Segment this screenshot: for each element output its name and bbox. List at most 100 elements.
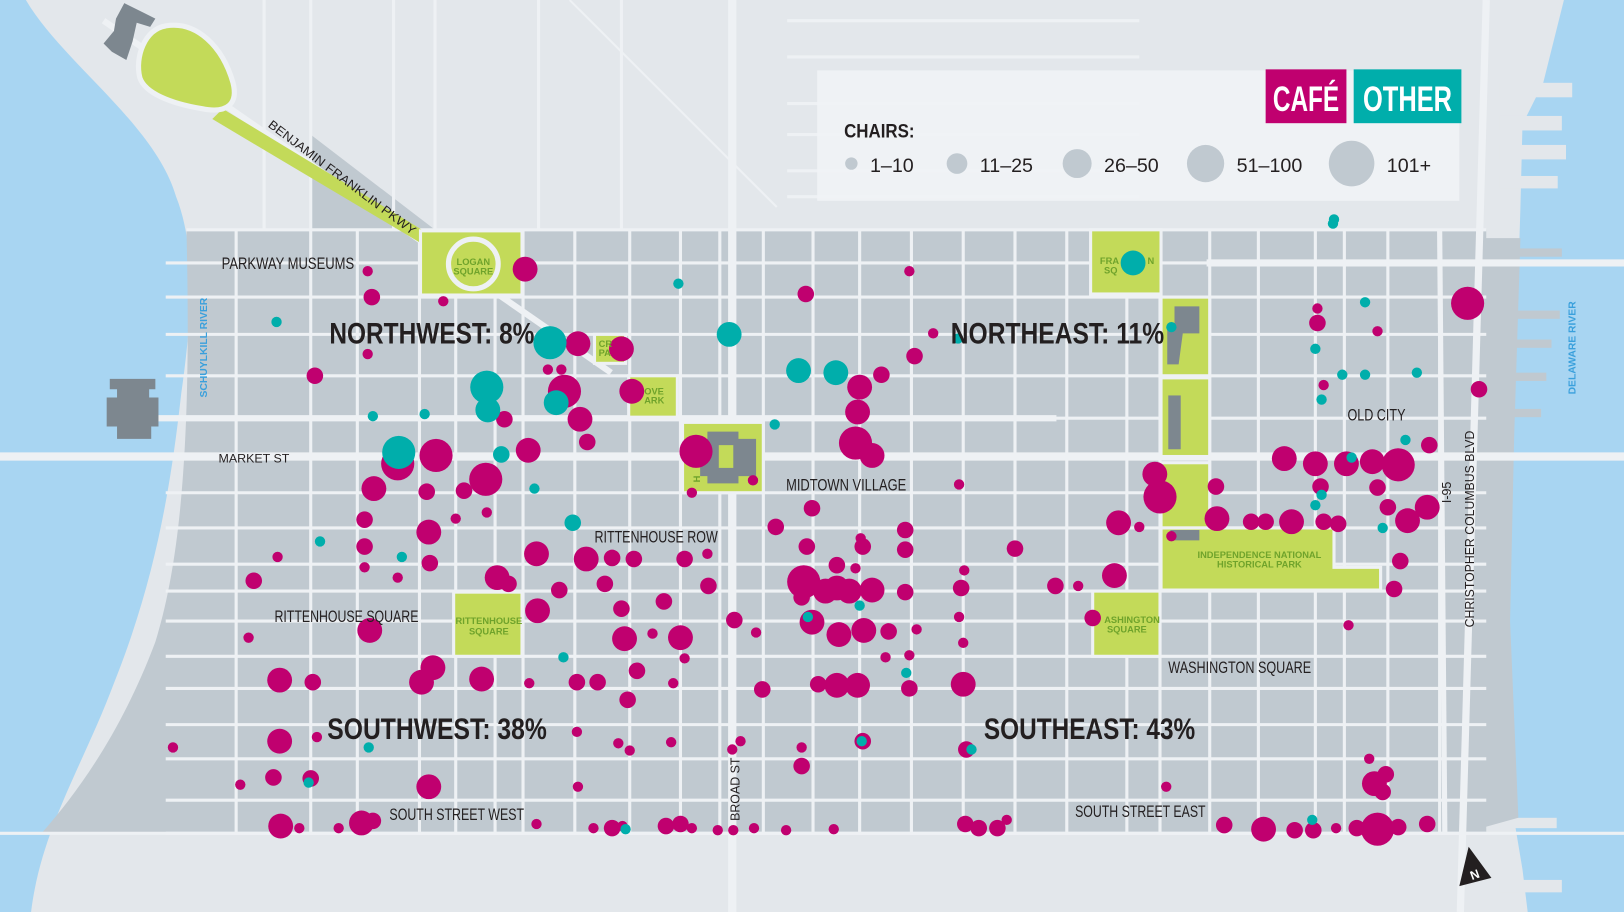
- cafe-marker[interactable]: [1379, 498, 1397, 516]
- cafe-marker[interactable]: [873, 366, 890, 384]
- cafe-marker[interactable]: [625, 550, 643, 568]
- cafe-marker[interactable]: [959, 565, 970, 576]
- cafe-marker[interactable]: [481, 507, 492, 518]
- cafe-marker[interactable]: [970, 819, 988, 837]
- cafe-marker[interactable]: [1381, 448, 1415, 482]
- cafe-marker[interactable]: [1142, 461, 1168, 487]
- cafe-marker[interactable]: [1309, 314, 1326, 332]
- cafe-marker[interactable]: [363, 288, 381, 306]
- other-marker[interactable]: [1316, 489, 1327, 500]
- cafe-marker[interactable]: [496, 410, 513, 428]
- cafe-marker[interactable]: [952, 579, 970, 597]
- cafe-marker[interactable]: [1364, 753, 1375, 764]
- cafe-marker[interactable]: [525, 598, 550, 624]
- other-marker[interactable]: [529, 483, 540, 494]
- cafe-marker[interactable]: [613, 600, 630, 617]
- cafe-marker[interactable]: [655, 593, 673, 610]
- cafe-marker[interactable]: [668, 678, 679, 689]
- cafe-marker[interactable]: [1389, 818, 1407, 836]
- cafe-marker[interactable]: [524, 541, 549, 567]
- cafe-marker[interactable]: [904, 650, 915, 661]
- other-marker[interactable]: [314, 536, 326, 547]
- cafe-marker[interactable]: [624, 745, 635, 756]
- other-marker[interactable]: [620, 824, 631, 835]
- other-marker[interactable]: [901, 667, 912, 679]
- cafe-marker[interactable]: [267, 667, 293, 693]
- cafe-marker[interactable]: [896, 541, 914, 558]
- other-marker[interactable]: [1310, 499, 1321, 511]
- cafe-marker[interactable]: [628, 662, 646, 680]
- cafe-marker[interactable]: [596, 575, 614, 593]
- cafe-marker[interactable]: [780, 825, 792, 836]
- cafe-marker[interactable]: [728, 825, 739, 836]
- cafe-marker[interactable]: [686, 487, 698, 498]
- cafe-marker[interactable]: [619, 691, 636, 709]
- cafe-marker[interactable]: [797, 285, 815, 303]
- cafe-marker[interactable]: [311, 731, 323, 743]
- cafe-marker[interactable]: [1414, 494, 1440, 520]
- cafe-marker[interactable]: [416, 774, 442, 800]
- cafe-marker[interactable]: [243, 632, 254, 643]
- cafe-marker[interactable]: [333, 822, 344, 834]
- cafe-marker[interactable]: [619, 378, 645, 404]
- cafe-marker[interactable]: [735, 736, 746, 747]
- cafe-marker[interactable]: [245, 572, 263, 590]
- cafe-marker[interactable]: [578, 433, 596, 451]
- cafe-marker[interactable]: [845, 399, 870, 425]
- other-marker[interactable]: [786, 358, 811, 384]
- cafe-marker[interactable]: [356, 538, 373, 555]
- other-marker[interactable]: [1120, 250, 1146, 276]
- other-marker[interactable]: [475, 397, 501, 423]
- other-marker[interactable]: [823, 360, 849, 386]
- cafe-marker[interactable]: [726, 611, 743, 629]
- cafe-marker[interactable]: [1329, 515, 1347, 533]
- cafe-marker[interactable]: [928, 328, 939, 339]
- cafe-marker[interactable]: [357, 618, 383, 643]
- cafe-marker[interactable]: [613, 738, 624, 749]
- cafe-marker[interactable]: [880, 623, 897, 640]
- other-marker[interactable]: [856, 736, 867, 747]
- cafe-marker[interactable]: [1451, 286, 1485, 320]
- cafe-marker[interactable]: [272, 551, 283, 563]
- cafe-marker[interactable]: [531, 818, 542, 830]
- cafe-marker[interactable]: [1377, 766, 1395, 783]
- cafe-marker[interactable]: [824, 672, 850, 698]
- other-marker[interactable]: [533, 326, 567, 360]
- other-marker[interactable]: [363, 742, 374, 753]
- cafe-marker[interactable]: [1318, 379, 1329, 391]
- cafe-marker[interactable]: [950, 671, 976, 697]
- cafe-marker[interactable]: [356, 511, 373, 528]
- cafe-marker[interactable]: [469, 666, 495, 692]
- cafe-marker[interactable]: [657, 817, 675, 835]
- cafe-marker[interactable]: [418, 483, 435, 500]
- cafe-marker[interactable]: [957, 815, 974, 833]
- cafe-marker[interactable]: [306, 367, 324, 385]
- cafe-marker[interactable]: [700, 577, 717, 595]
- other-marker[interactable]: [1337, 369, 1348, 380]
- cafe-marker[interactable]: [362, 348, 373, 360]
- cafe-marker[interactable]: [855, 533, 866, 544]
- cafe-marker[interactable]: [799, 609, 825, 635]
- cafe-marker[interactable]: [1315, 513, 1332, 531]
- cafe-marker[interactable]: [167, 742, 179, 753]
- other-marker[interactable]: [271, 316, 282, 328]
- cafe-marker[interactable]: [1286, 821, 1303, 839]
- cafe-marker[interactable]: [859, 443, 885, 468]
- cafe-marker[interactable]: [1343, 620, 1354, 631]
- other-marker[interactable]: [673, 278, 684, 289]
- cafe-marker[interactable]: [911, 624, 922, 635]
- cafe-marker[interactable]: [304, 673, 322, 691]
- cafe-marker[interactable]: [953, 479, 965, 490]
- cafe-marker[interactable]: [571, 726, 583, 738]
- other-marker[interactable]: [382, 435, 416, 469]
- cafe-marker[interactable]: [1421, 436, 1438, 454]
- cafe-marker[interactable]: [588, 822, 599, 834]
- cafe-marker[interactable]: [1001, 814, 1012, 826]
- other-marker[interactable]: [1359, 297, 1371, 308]
- cafe-marker[interactable]: [748, 822, 760, 834]
- cafe-marker[interactable]: [676, 550, 693, 568]
- cafe-marker[interactable]: [1374, 783, 1391, 801]
- cafe-marker[interactable]: [1106, 510, 1131, 536]
- other-marker[interactable]: [419, 408, 430, 420]
- other-marker[interactable]: [470, 370, 504, 404]
